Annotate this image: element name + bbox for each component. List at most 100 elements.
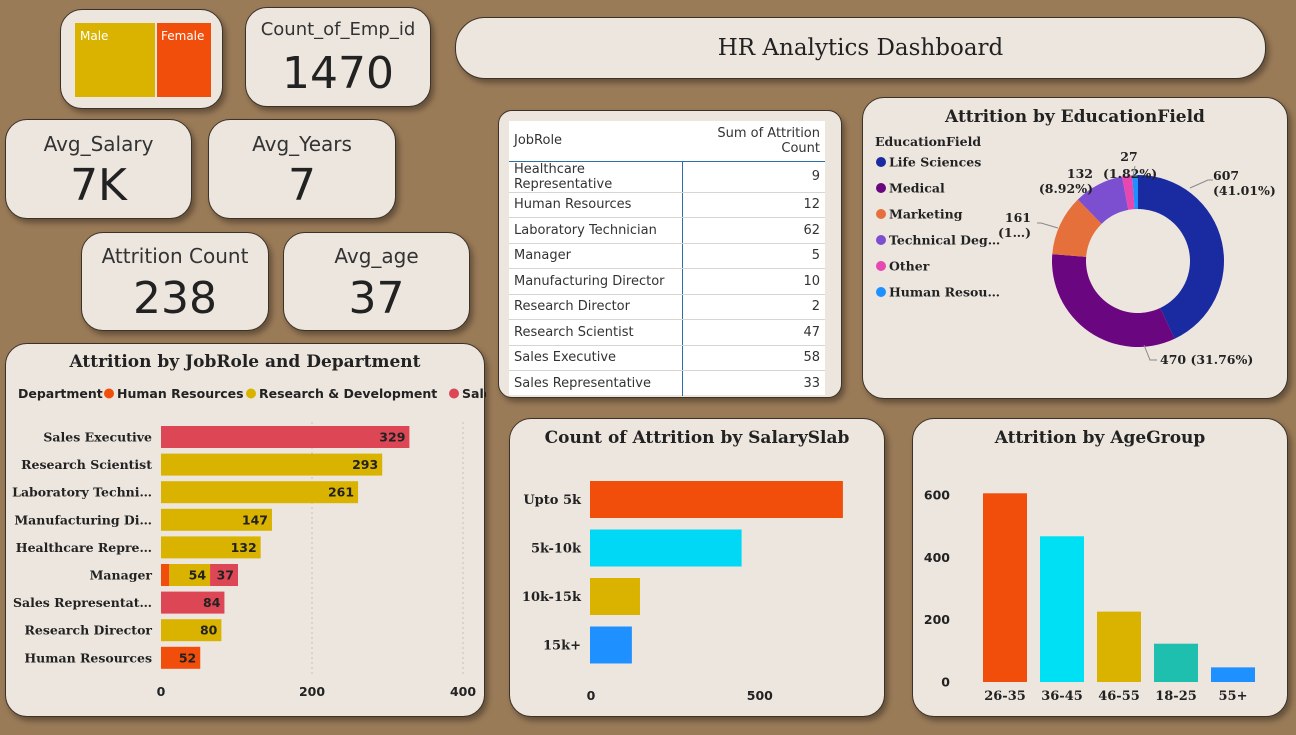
- education-legend-marker: [876, 287, 886, 297]
- age-y-tick: 200: [924, 612, 950, 627]
- dept-legend-marker: [246, 388, 256, 399]
- salary-bar: [590, 529, 742, 567]
- age-y-tick: 400: [924, 550, 950, 565]
- dept-bar: [161, 619, 222, 642]
- kpi-attrition-count: Attrition Count 238: [81, 232, 269, 331]
- agegroup-chart-title: Attrition by AgeGroup: [994, 428, 1206, 448]
- table-row[interactable]: Healthcare Representative 9: [509, 161, 825, 193]
- male-label: Male: [80, 29, 109, 43]
- kpi-avg-years: Avg_Years 7: [208, 119, 396, 219]
- kpi-avg-age: Avg_age 37: [283, 232, 470, 331]
- education-leader-line: [1037, 222, 1059, 229]
- age-x-tick: 26-35: [984, 689, 1026, 704]
- dept-bar: [161, 646, 201, 669]
- dept-data-label: 261: [328, 485, 354, 500]
- table-cell-count: 10: [681, 268, 825, 295]
- education-legend-label: Human Resou…: [889, 285, 1000, 300]
- education-data-label: (1.82%): [1103, 166, 1157, 181]
- dept-x-tick: 200: [299, 684, 325, 699]
- male-tile[interactable]: Male: [75, 23, 155, 97]
- kpi-avg-salary-value: 7K: [70, 160, 127, 211]
- table-row[interactable]: Sales Representative 33: [509, 370, 825, 396]
- dept-x-tick: 400: [450, 684, 476, 699]
- table-cell-count: 12: [681, 192, 825, 218]
- table-row[interactable]: Human Resources 12: [509, 192, 825, 218]
- table-cell-role: Human Resources: [509, 192, 683, 218]
- table-cell-role: Sales Executive: [509, 345, 683, 371]
- table-row[interactable]: Sales Executive 58: [509, 345, 825, 371]
- education-donut-slice: [1052, 199, 1102, 257]
- education-chart-title: Attrition by EducationField: [945, 107, 1205, 127]
- dept-y-tick: Manager: [90, 568, 153, 583]
- education-leader-line: [1189, 179, 1213, 189]
- dept-bar: [161, 453, 383, 476]
- education-donut-slice: [1052, 254, 1175, 347]
- kpi-avg-years-title: Avg_Years: [252, 132, 352, 156]
- education-legend-marker: [876, 183, 886, 193]
- dept-legend-label: Research & Development: [259, 386, 437, 401]
- kpi-count-emp-title: Count_of_Emp_id: [260, 19, 416, 40]
- table-cell-count: 47: [681, 319, 825, 346]
- age-bar: [1154, 643, 1198, 682]
- dept-y-tick: Research Director: [24, 623, 152, 638]
- age-bar: [1040, 536, 1084, 682]
- agegroup-bar-chart: 0 200 400 600 26-35 36-45 46-55 18-25 55+: [924, 488, 1255, 704]
- table-header-row: JobRole Sum of Attrition Count: [509, 121, 825, 162]
- dept-y-tick: Research Scientist: [21, 457, 152, 472]
- education-data-label: 161 (1…): [998, 210, 1031, 240]
- table-row[interactable]: Research Scientist 47: [509, 319, 825, 346]
- education-leader-line: [1132, 165, 1136, 177]
- education-data-label: 470 (31.76%): [1160, 352, 1253, 367]
- female-tile[interactable]: Female: [157, 23, 211, 97]
- table-row[interactable]: Laboratory Technician 62: [509, 217, 825, 244]
- jobrole-table-card: JobRole Sum of Attrition Count Healthcar…: [498, 110, 842, 398]
- jobrole-table: JobRole Sum of Attrition Count Healthcar…: [509, 121, 825, 396]
- education-donut-slice: [1132, 175, 1138, 210]
- education-donut-chart: EducationField Life Sciences Medical Market…: [875, 134, 1276, 367]
- dept-y-tick: Sales Executive: [43, 430, 152, 445]
- age-x-tick: 18-25: [1155, 689, 1197, 704]
- age-y-tick: 0: [941, 675, 950, 690]
- dept-legend-marker: [449, 388, 459, 399]
- table-row[interactable]: Research Director 2: [509, 294, 825, 320]
- table-cell-count: 62: [681, 217, 825, 244]
- dept-legend-label: Sales: [462, 386, 486, 401]
- education-legend-marker: [876, 235, 886, 245]
- dept-bar: [161, 508, 272, 531]
- age-y-tick: 600: [924, 488, 950, 503]
- dept-data-label: 329: [379, 430, 405, 445]
- dept-data-label: 84: [203, 595, 221, 610]
- age-x-tick: 46-55: [1098, 689, 1140, 704]
- table-header-attrition[interactable]: Sum of Attrition Count: [682, 121, 825, 162]
- kpi-avg-salary-title: Avg_Salary: [43, 132, 154, 156]
- dept-legend-marker: [104, 388, 114, 399]
- salary-y-tick: 10k-15k: [522, 590, 582, 605]
- education-legend-label: Other: [889, 259, 930, 274]
- age-bar: [1211, 667, 1255, 682]
- age-bar: [1097, 611, 1141, 682]
- table-header-jobrole[interactable]: JobRole: [509, 121, 683, 162]
- education-leader-line: [1143, 344, 1157, 361]
- female-label: Female: [161, 29, 205, 43]
- table-row[interactable]: Manufacturing Director 10: [509, 268, 825, 295]
- education-legend-marker: [876, 209, 886, 219]
- dept-bar: [161, 481, 359, 504]
- gender-card: Male Female: [60, 9, 223, 109]
- dept-data-label: 80: [200, 623, 218, 638]
- salary-chart-card: Count of Attrition by SalarySlab Upto 5k…: [509, 418, 885, 717]
- jobrole-dept-chart-title: Attrition by JobRole and Department: [69, 352, 421, 372]
- dept-x-tick: 0: [157, 684, 166, 699]
- table-row[interactable]: Manager 5: [509, 243, 825, 269]
- jobrole-dept-bar-chart: Department Human Resources Research & Deve…: [12, 386, 486, 699]
- dept-data-label: 52: [179, 650, 196, 665]
- table-cell-count: 33: [681, 370, 825, 396]
- education-donut-slice: [1122, 175, 1135, 210]
- education-legend-label: Marketing: [889, 207, 963, 222]
- dept-data-label: 293: [352, 457, 378, 472]
- education-legend-marker: [876, 157, 886, 167]
- dept-bar: [169, 564, 211, 586]
- jobrole-table-wrap: JobRole Sum of Attrition Count Healthcar…: [509, 121, 825, 396]
- education-chart-card: Attrition by EducationField EducationFie…: [862, 97, 1288, 399]
- kpi-avg-salary: Avg_Salary 7K: [5, 119, 192, 219]
- table-cell-role: Laboratory Technician: [509, 217, 683, 244]
